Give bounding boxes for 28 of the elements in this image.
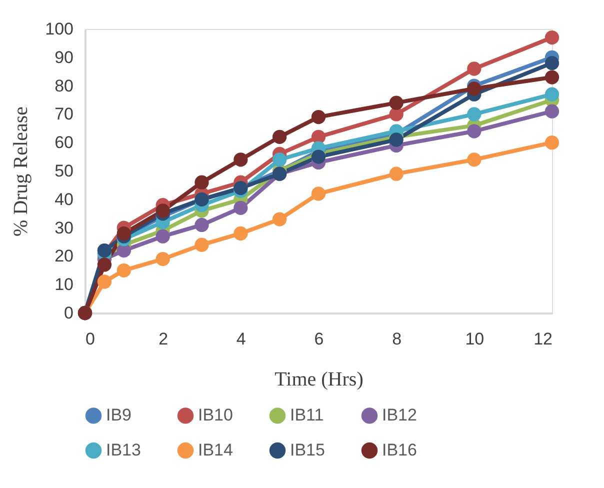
legend-label: IB14 [198,440,233,460]
legend-label: IB12 [382,406,417,425]
x-tick-label: 4 [236,330,246,348]
y-tick-label: 90 [54,48,74,67]
x-tick-label: 8 [392,330,402,348]
x-tick-label: 10 [465,330,484,348]
y-tick-label: 20 [54,246,74,266]
x-tick-label: 2 [158,330,168,348]
legend-label: IB15 [290,440,325,460]
y-tick-label: 70 [54,104,74,124]
y-tick-label: 30 [54,218,74,238]
x-axis-title: Time (Hrs) [274,368,364,390]
legend-label: IB13 [106,440,141,460]
y-axis-title: % Drug Release [10,106,32,236]
y-tick-label: 60 [54,133,74,152]
legend-label: IB9 [106,406,132,425]
y-tick-label: 100 [45,20,74,38]
legend-label: IB10 [198,406,233,425]
legend-label: IB16 [382,440,417,460]
x-tick-label: 12 [534,330,552,348]
legend-label: IB11 [290,406,324,425]
x-tick-label: 6 [314,330,324,348]
y-tick-label: 50 [54,162,74,180]
y-tick-label: 10 [54,275,74,294]
y-tick-label: 0 [64,304,74,322]
y-tick-label: 80 [54,76,74,96]
x-tick-label: 0 [86,330,95,348]
y-tick-label: 40 [54,190,74,209]
